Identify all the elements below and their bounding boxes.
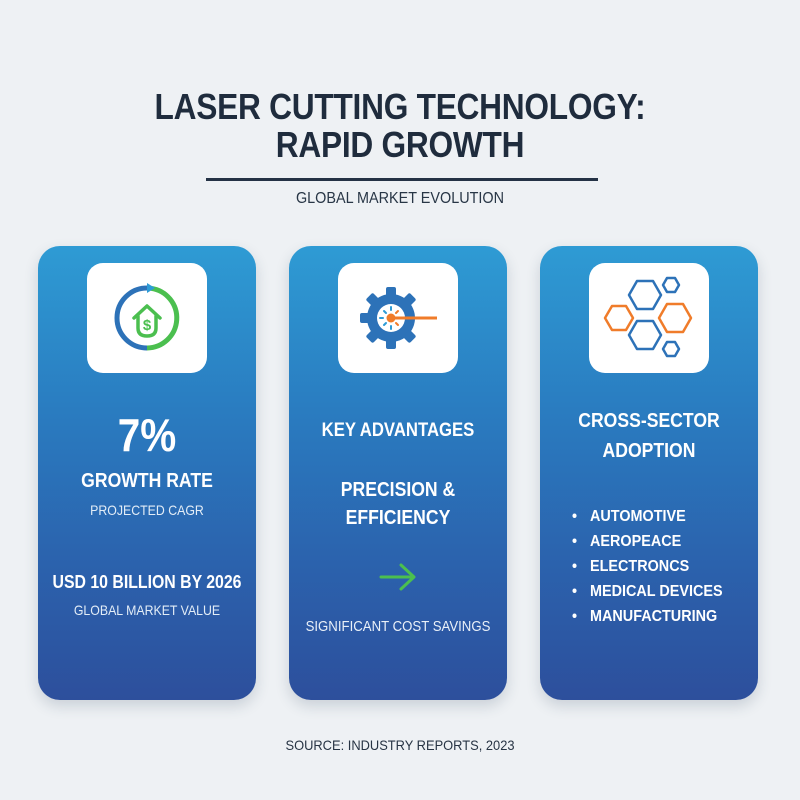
market-value: USD 10 BILLION BY 2026 [52,572,242,592]
advantages-sublabel: SIGNIFICANT COST SAVINGS [305,618,491,635]
title-divider [206,178,598,181]
growth-rate-sublabel: PROJECTED CAGR [90,502,204,518]
growth-icon-box: $ [87,263,207,373]
arrow-right-icon [379,563,416,591]
advantages-card: KEY ADVANTAGES PRECISION & EFFICIENCY SI… [289,246,507,700]
page-subtitle: GLOBAL MARKET EVOLUTION [295,190,505,207]
growth-rate-value: 7% [117,409,177,461]
svg-text:$: $ [143,317,152,334]
list-item: • MEDICAL DEVICES [572,583,723,600]
source-note: SOURCE: INDUSTRY REPORTS, 2023 [285,737,515,753]
advantages-main: PRECISION & EFFICIENCY [340,479,456,529]
list-item: • AEROPEACE [572,533,682,550]
market-value-sublabel: GLOBAL MARKET VALUE [73,602,221,618]
sector-list: • AUTOMOTIVE • AEROPEACE • ELECTRONCS • MEDI… [572,504,739,629]
hexagon-network-icon [603,276,693,358]
growth-card: $ 7% GROWTH RATE PROJECTED CAGR USD 10 B… [38,246,256,700]
adoption-card: CROSS-SECTOR ADOPTION • AUTOMOTIVE • AEROP… [540,246,758,700]
house-dollar-growth-icon: $ [114,283,180,351]
list-item: • MANUFACTURING [572,608,718,625]
title-line-2: RAPID GROWTH [275,124,525,165]
page-title: LASER CUTTING TECHNOLOGY: RAPID GROWTH [48,88,752,164]
adoption-icon-box [589,263,709,373]
gear-laser-icon [360,287,437,349]
advantages-heading: KEY ADVANTAGES [321,420,475,441]
list-item: • ELECTRONCS [572,558,690,575]
title-line-1: LASER CUTTING TECHNOLOGY: [154,86,646,127]
growth-rate-label: GROWTH RATE [81,470,213,492]
advantages-icon-box [338,263,458,373]
adoption-heading: CROSS-SECTOR ADOPTION [578,410,720,462]
list-item: • AUTOMOTIVE [572,508,686,525]
